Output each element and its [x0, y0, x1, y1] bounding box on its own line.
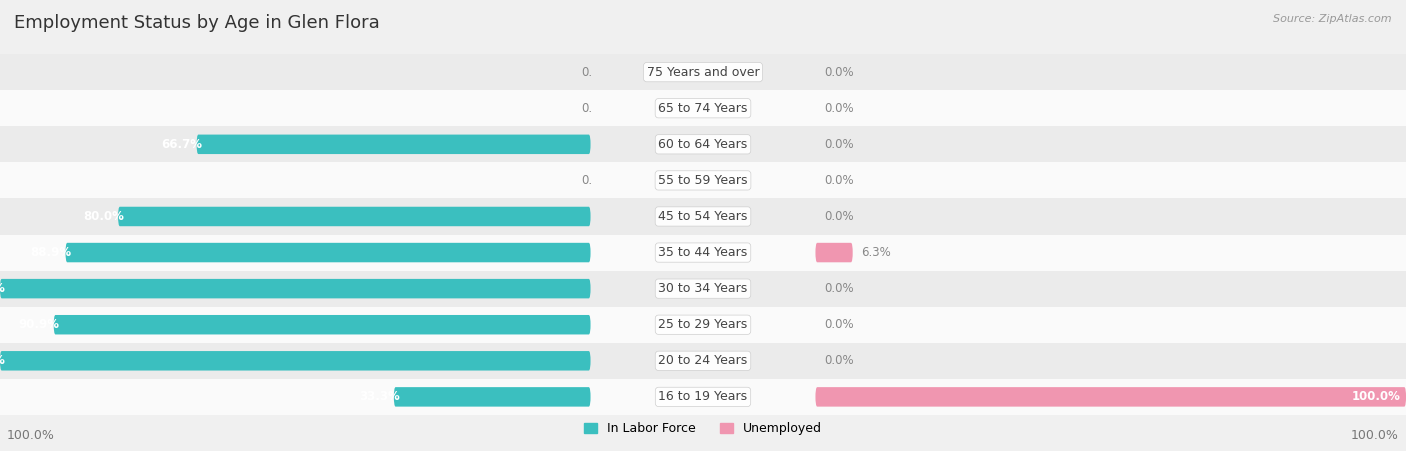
Text: 35 to 44 Years: 35 to 44 Years [658, 246, 748, 259]
Bar [0, 198, 1406, 235]
Text: 0.0%: 0.0% [824, 318, 853, 331]
Text: 100.0%: 100.0% [7, 429, 55, 442]
Text: 25 to 29 Years: 25 to 29 Years [658, 318, 748, 331]
Bar [0, 235, 1406, 271]
Text: 66.7%: 66.7% [162, 138, 202, 151]
Text: Source: ZipAtlas.com: Source: ZipAtlas.com [1274, 14, 1392, 23]
Bar [0, 343, 1406, 379]
Text: 100.0%: 100.0% [0, 354, 6, 367]
Bar [0, 90, 1406, 126]
Bar [0, 343, 1406, 379]
Text: 20 to 24 Years: 20 to 24 Years [658, 354, 748, 367]
Text: 0.0%: 0.0% [824, 102, 853, 115]
Bar [0, 162, 1406, 198]
Bar [0, 307, 1406, 343]
FancyBboxPatch shape [394, 387, 591, 407]
Text: 100.0%: 100.0% [1351, 391, 1400, 403]
Bar [0, 271, 1406, 307]
Text: 33.3%: 33.3% [359, 391, 399, 403]
Bar [0, 162, 1406, 198]
Text: 6.3%: 6.3% [862, 246, 891, 259]
FancyBboxPatch shape [815, 387, 1406, 407]
Text: 80.0%: 80.0% [83, 210, 124, 223]
Text: Employment Status by Age in Glen Flora: Employment Status by Age in Glen Flora [14, 14, 380, 32]
Bar [0, 90, 1406, 126]
Bar [0, 54, 1406, 90]
FancyBboxPatch shape [118, 207, 591, 226]
Text: 16 to 19 Years: 16 to 19 Years [658, 391, 748, 403]
FancyBboxPatch shape [815, 243, 853, 262]
Bar [0, 162, 1406, 198]
Bar [0, 271, 1406, 307]
Text: 0.0%: 0.0% [582, 174, 612, 187]
FancyBboxPatch shape [53, 315, 591, 335]
Bar [0, 307, 1406, 343]
Bar [0, 126, 1406, 162]
Text: 88.9%: 88.9% [31, 246, 72, 259]
FancyBboxPatch shape [197, 134, 591, 154]
Bar [0, 235, 1406, 271]
Bar [0, 54, 1406, 90]
Text: 90.9%: 90.9% [18, 318, 59, 331]
Bar [0, 54, 1406, 90]
Text: 0.0%: 0.0% [824, 210, 853, 223]
Bar [0, 126, 1406, 162]
Text: 0.0%: 0.0% [582, 66, 612, 78]
Bar [0, 198, 1406, 235]
Bar [0, 235, 1406, 271]
FancyBboxPatch shape [0, 351, 591, 371]
Text: 100.0%: 100.0% [1351, 429, 1399, 442]
Legend: In Labor Force, Unemployed: In Labor Force, Unemployed [579, 417, 827, 440]
Text: 30 to 34 Years: 30 to 34 Years [658, 282, 748, 295]
Text: 65 to 74 Years: 65 to 74 Years [658, 102, 748, 115]
Text: 0.0%: 0.0% [824, 174, 853, 187]
Bar [0, 379, 1406, 415]
Text: 55 to 59 Years: 55 to 59 Years [658, 174, 748, 187]
Bar [0, 198, 1406, 235]
Bar [0, 379, 1406, 415]
FancyBboxPatch shape [66, 243, 591, 262]
Bar [0, 271, 1406, 307]
Text: 100.0%: 100.0% [0, 282, 6, 295]
Text: 0.0%: 0.0% [582, 102, 612, 115]
Bar [0, 126, 1406, 162]
Text: 60 to 64 Years: 60 to 64 Years [658, 138, 748, 151]
Text: 0.0%: 0.0% [824, 138, 853, 151]
Text: 75 Years and over: 75 Years and over [647, 66, 759, 78]
Text: 0.0%: 0.0% [824, 282, 853, 295]
Text: 0.0%: 0.0% [824, 66, 853, 78]
Bar [0, 343, 1406, 379]
FancyBboxPatch shape [0, 279, 591, 299]
Bar [0, 379, 1406, 415]
Bar [0, 90, 1406, 126]
Text: 45 to 54 Years: 45 to 54 Years [658, 210, 748, 223]
Bar [0, 307, 1406, 343]
Text: 0.0%: 0.0% [824, 354, 853, 367]
